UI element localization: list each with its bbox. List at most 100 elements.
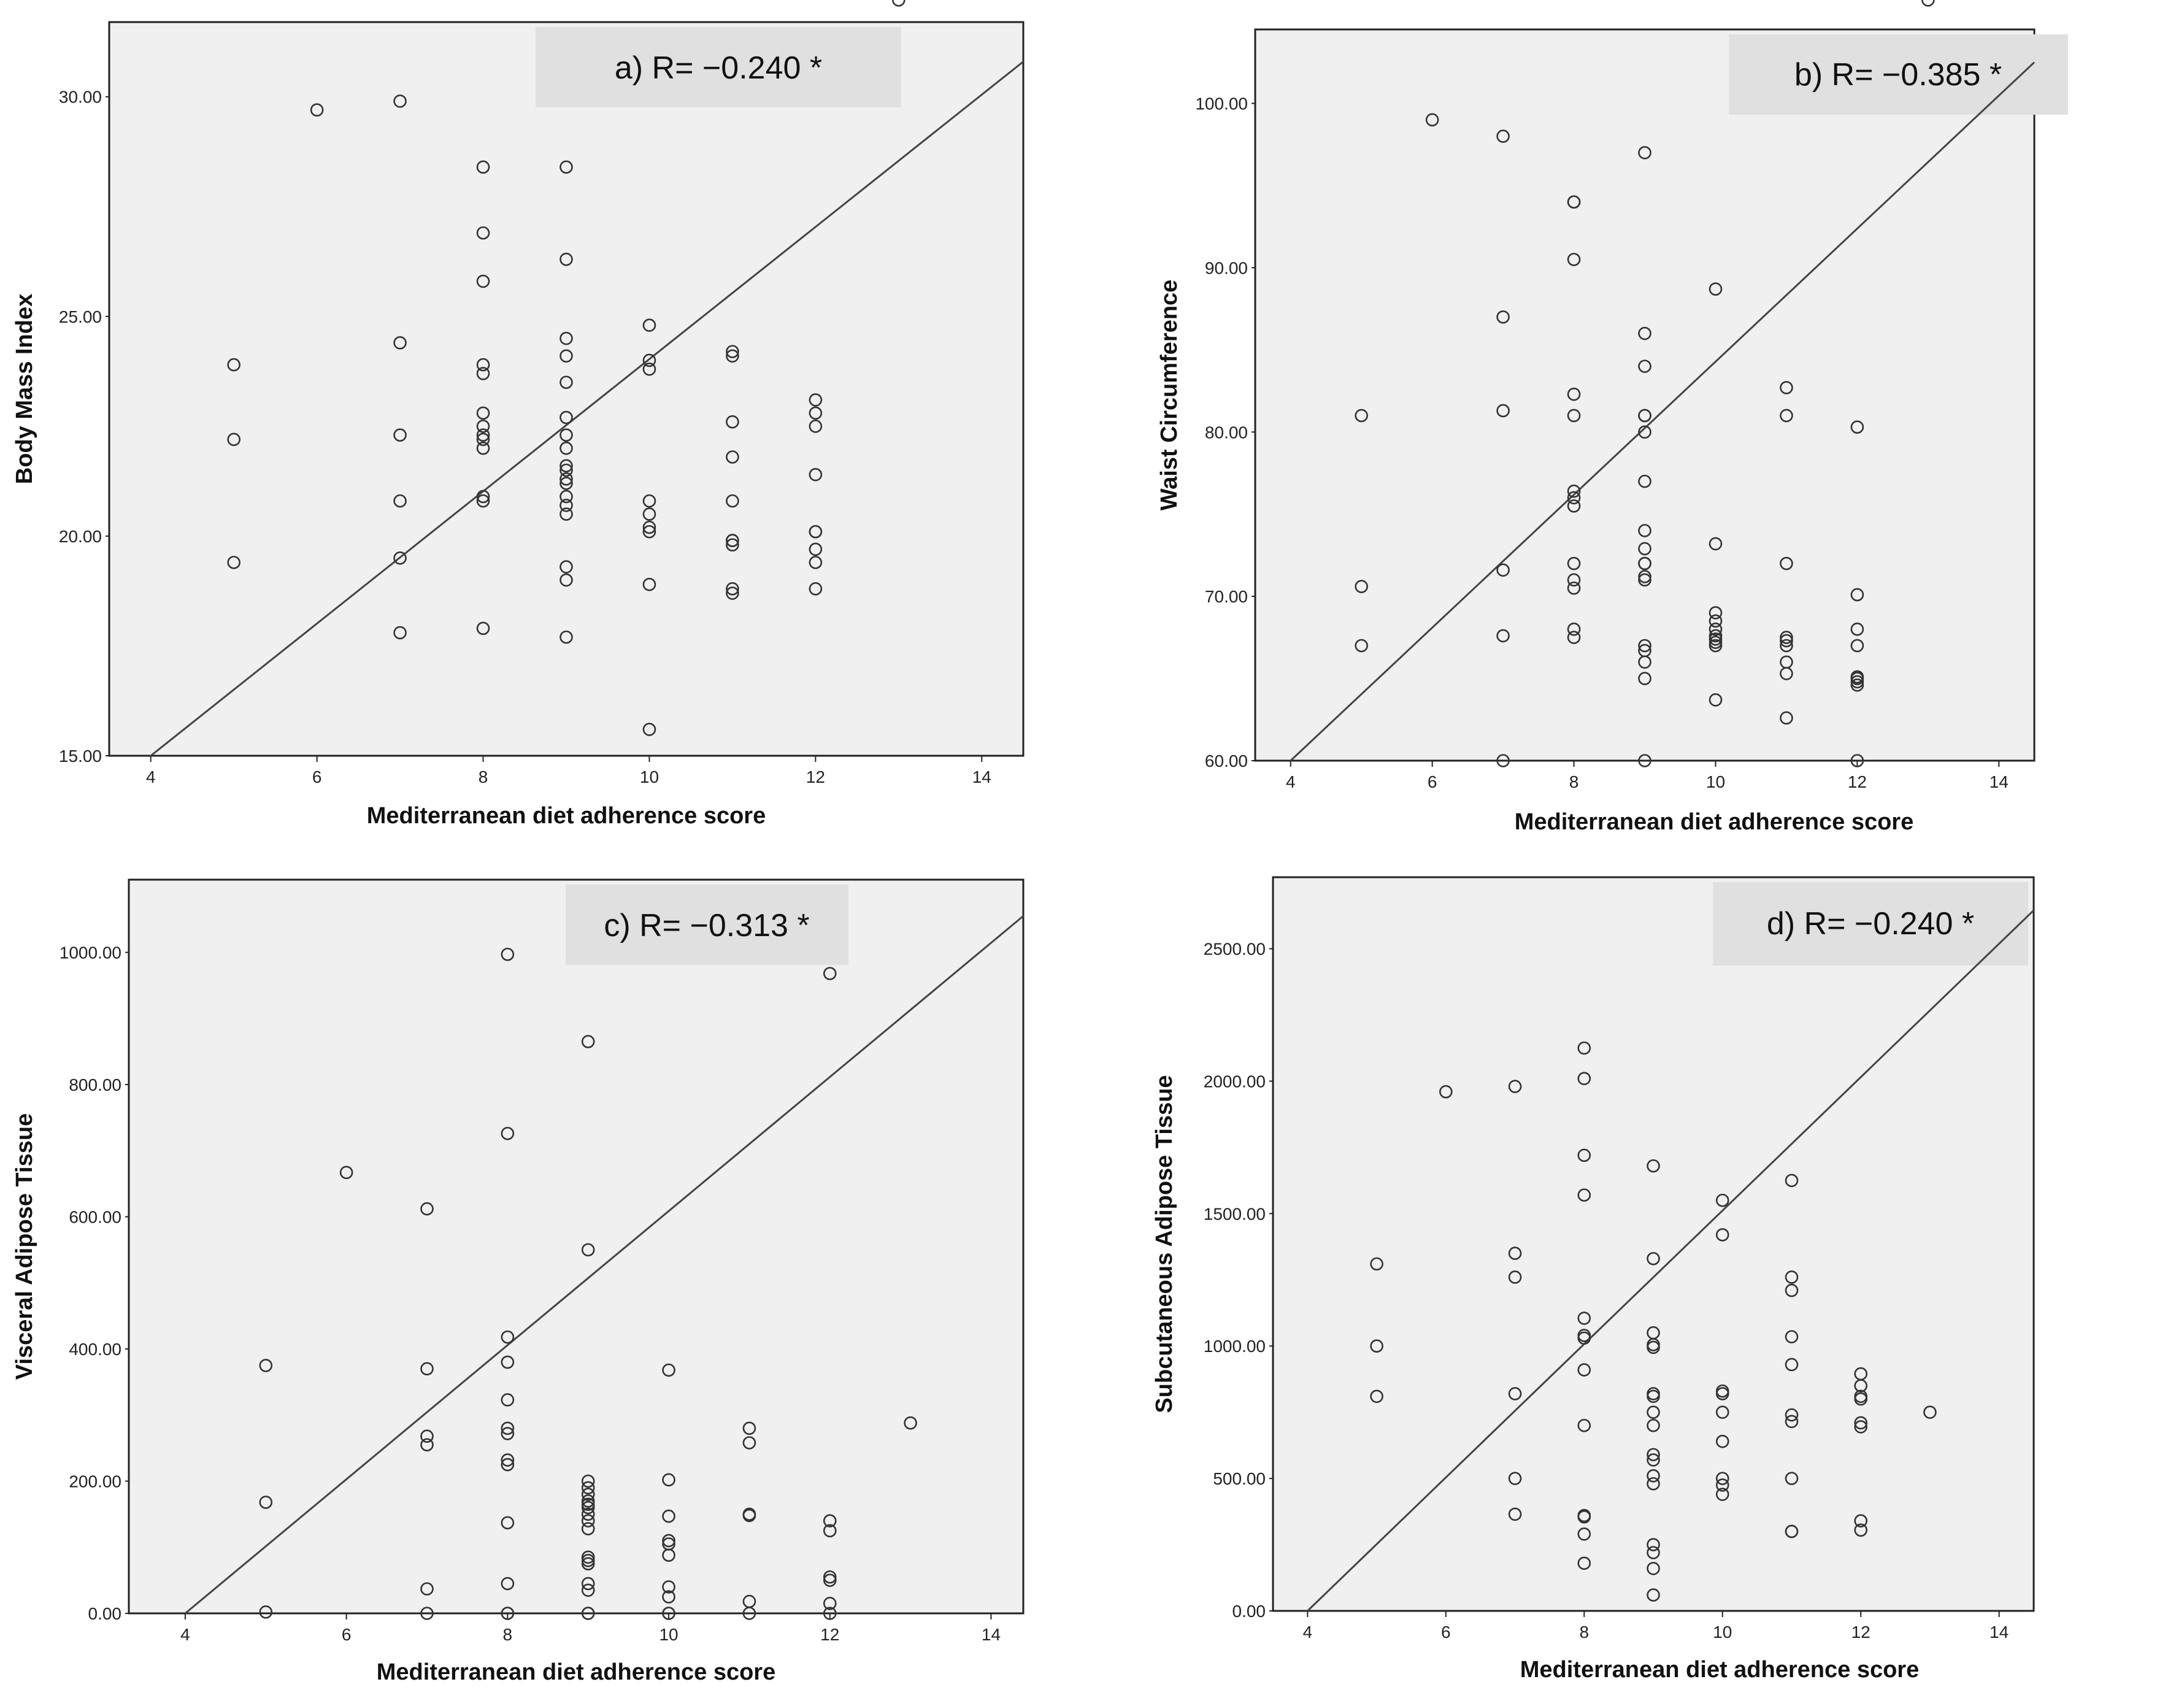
annotation-label: d) R= −0.240 * — [1767, 906, 1974, 942]
data-point — [227, 358, 240, 372]
data-point — [1638, 556, 1651, 570]
data-point — [1496, 404, 1510, 418]
y-tick-label: 80.00 — [1205, 423, 1248, 442]
x-tick-label: 8 — [479, 767, 488, 786]
annotation-box — [1729, 34, 2068, 115]
data-point — [1647, 1251, 1660, 1266]
data-point — [476, 406, 490, 420]
data-point — [809, 582, 823, 596]
chart-marks: 4 6 8 10 12 14 60.00 70.00 80.00 90.00 100.00 — [1195, 0, 2036, 791]
data-point — [742, 1421, 756, 1435]
data-point — [1780, 639, 1793, 653]
y-tick-label: 2500.00 — [1204, 940, 1266, 959]
data-point — [393, 626, 407, 640]
data-point — [1923, 1405, 1937, 1419]
data-point — [1567, 387, 1581, 401]
data-point — [809, 393, 823, 407]
data-point — [1577, 1527, 1591, 1541]
x-tick-label: 10 — [1713, 1623, 1732, 1642]
data-point — [1854, 1416, 1867, 1430]
data-point — [420, 1607, 434, 1620]
fit-line — [150, 61, 1024, 757]
plot-area — [1272, 876, 2035, 1612]
y-axis-title: Visceral Adipose Tissue — [12, 1113, 37, 1380]
data-point — [1647, 1448, 1660, 1462]
x-tick-label: 12 — [820, 1625, 839, 1644]
data-point — [823, 1597, 837, 1610]
data-point — [662, 1473, 675, 1487]
annotation-label: c) R= −0.313 * — [604, 908, 809, 943]
data-point — [420, 1438, 434, 1452]
data-point — [310, 103, 324, 117]
data-point — [1715, 1387, 1729, 1400]
data-point — [476, 432, 490, 447]
y-tick-label: 500.00 — [1213, 1469, 1266, 1488]
data-point — [1709, 537, 1723, 551]
data-point — [501, 1421, 515, 1435]
data-point — [1709, 622, 1723, 636]
data-point — [823, 1514, 837, 1527]
data-point — [1709, 282, 1723, 296]
data-point — [1567, 622, 1581, 636]
data-point — [559, 252, 573, 266]
chart-marks: 4 6 8 10 12 14 0.00 200.00 400.00 600.00 800.00 100… — [60, 915, 1024, 1644]
data-point — [1508, 1507, 1522, 1521]
data-point — [742, 1508, 756, 1523]
data-point — [726, 534, 739, 547]
x-axis-title: Mediterranean diet adherence score — [1515, 809, 1913, 835]
data-point — [1647, 1546, 1660, 1559]
y-tick-label: 70.00 — [1205, 587, 1248, 606]
data-point — [662, 1534, 675, 1548]
data-point — [1785, 1524, 1799, 1539]
data-point — [559, 472, 573, 486]
plot-area — [128, 878, 1025, 1615]
data-point — [1638, 754, 1651, 767]
data-point — [1715, 1405, 1729, 1419]
data-point — [1638, 359, 1651, 373]
x-tick-label: 10 — [659, 1625, 678, 1644]
data-point — [1567, 253, 1581, 266]
data-point — [1850, 622, 1864, 636]
data-point — [642, 494, 656, 508]
y-tick-label: 15.00 — [59, 747, 102, 766]
data-point — [1567, 631, 1581, 644]
x-tick-label: 4 — [180, 1625, 190, 1644]
y-tick-label: 1500.00 — [1204, 1204, 1266, 1223]
data-point — [1496, 310, 1510, 324]
data-point — [1370, 1389, 1383, 1404]
data-point — [1647, 1469, 1660, 1483]
data-point — [1715, 1488, 1729, 1501]
data-point — [642, 577, 656, 591]
data-point — [1567, 409, 1581, 423]
data-point — [476, 358, 490, 372]
data-point — [581, 1243, 595, 1257]
data-point — [662, 1548, 675, 1562]
data-point — [227, 432, 240, 447]
data-point — [1577, 1363, 1591, 1377]
data-point — [476, 226, 490, 240]
data-point — [581, 1035, 595, 1048]
x-axis-title: Mediterranean diet adherence score — [377, 1659, 775, 1685]
data-point — [823, 1524, 837, 1538]
x-tick-label: 10 — [640, 767, 659, 786]
data-point — [1850, 420, 1864, 434]
data-point — [1647, 1538, 1660, 1551]
data-point — [1780, 667, 1793, 680]
data-point — [581, 1607, 595, 1620]
data-point — [1780, 634, 1793, 648]
data-point — [642, 362, 656, 376]
data-point — [1638, 474, 1651, 488]
data-point — [1638, 570, 1651, 583]
x-tick-label: 4 — [1286, 772, 1296, 791]
data-point — [1709, 629, 1723, 643]
x-tick-label: 14 — [1990, 1623, 2009, 1642]
y-tick-label: 0.00 — [88, 1604, 122, 1623]
data-point — [662, 1509, 675, 1523]
y-tick-label: 90.00 — [1205, 258, 1248, 277]
data-point — [259, 1496, 273, 1509]
data-point — [501, 1458, 515, 1472]
data-point — [1709, 693, 1723, 707]
x-tick-label: 10 — [1706, 772, 1725, 791]
fit-line — [184, 915, 1024, 1615]
annotation-label: a) R= −0.240 * — [615, 50, 822, 86]
